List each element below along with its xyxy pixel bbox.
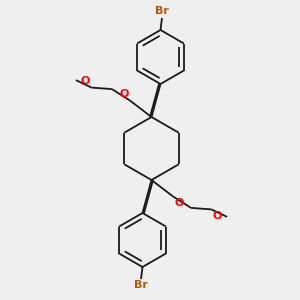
Text: O: O <box>81 76 90 86</box>
Text: O: O <box>213 211 222 220</box>
Text: Br: Br <box>155 7 169 16</box>
Text: Br: Br <box>134 280 148 290</box>
Text: O: O <box>119 89 128 99</box>
Text: O: O <box>175 198 184 208</box>
